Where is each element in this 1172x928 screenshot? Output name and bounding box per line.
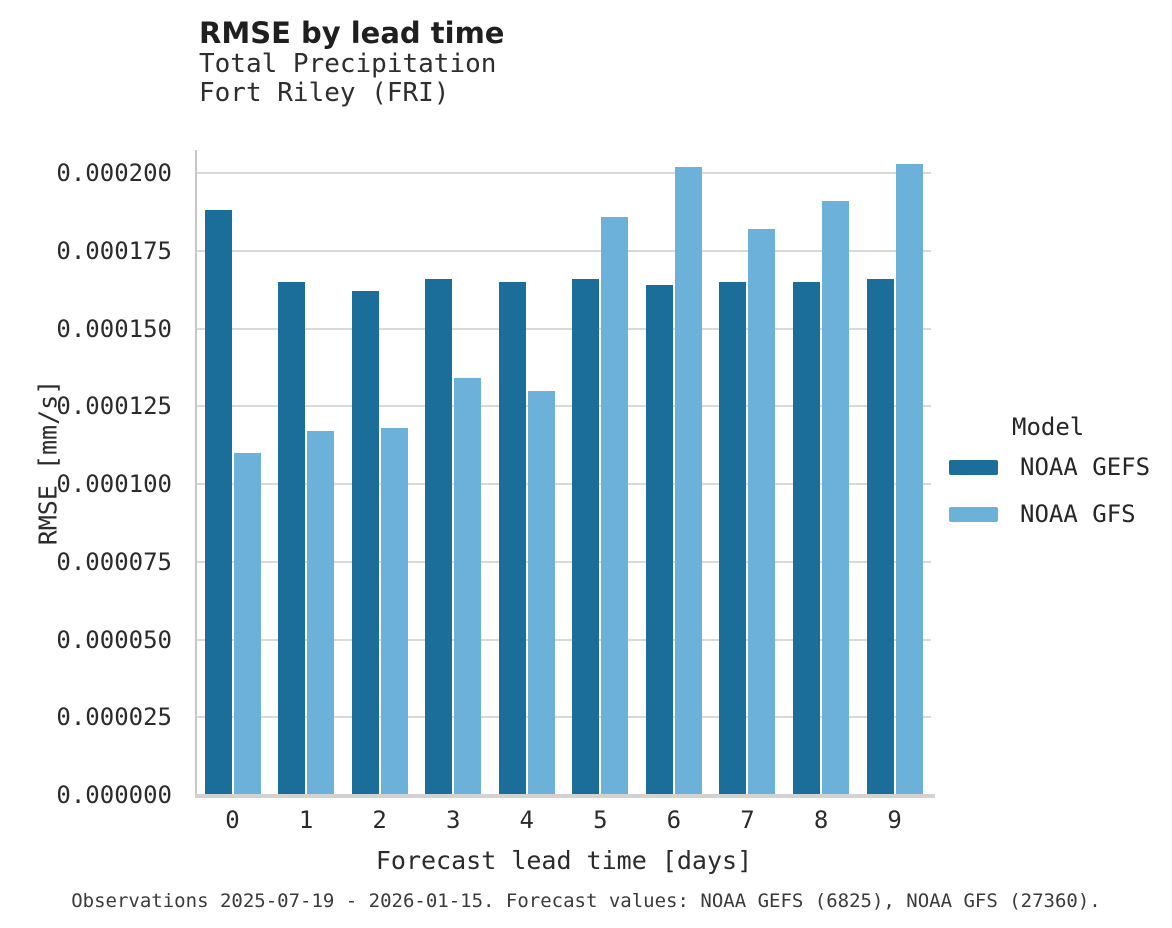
x-tick-label-6: 6 xyxy=(666,806,682,834)
x-tick-label-2: 2 xyxy=(372,806,387,834)
gridline-0.000025 xyxy=(197,716,931,719)
chart-subtitle: Total Precipitation Fort Riley (FRI) xyxy=(199,50,496,108)
bar-noaa-gefs-day-4 xyxy=(498,281,526,795)
x-tick-label-5: 5 xyxy=(593,806,608,834)
gridline-0.000125 xyxy=(197,405,931,408)
legend-item-noaa-gfs: NOAA GFS xyxy=(949,500,1150,528)
bar-noaa-gfs-day-6 xyxy=(674,166,702,795)
bar-noaa-gfs-day-5 xyxy=(601,216,629,795)
chart-subtitle-line1: Total Precipitation xyxy=(199,49,497,79)
bar-noaa-gefs-day-6 xyxy=(645,284,673,795)
x-tick-label-3: 3 xyxy=(445,806,461,834)
gridline-0.000150 xyxy=(197,327,931,330)
bar-noaa-gefs-day-3 xyxy=(425,278,453,795)
legend-item-noaa-gefs: NOAA GEFS xyxy=(949,453,1150,481)
bar-noaa-gefs-day-8 xyxy=(793,281,821,795)
y-tick-label-0.000075: 0.000075 xyxy=(56,547,172,576)
legend-swatch-noaa-gfs xyxy=(949,506,998,522)
gridline-0.000075 xyxy=(197,560,931,563)
legend: Model NOAA GEFS NOAA GFS xyxy=(949,413,1150,547)
footer-note: Observations 2025-07-19 - 2026-01-15. Fo… xyxy=(71,890,1101,912)
x-tick-label-0: 0 xyxy=(225,806,240,834)
x-tick-label-8: 8 xyxy=(813,806,829,834)
y-tick-label-0.000150: 0.000150 xyxy=(56,314,172,343)
bar-noaa-gefs-day-9 xyxy=(866,278,894,795)
bar-noaa-gfs-day-9 xyxy=(895,163,923,795)
bar-noaa-gfs-day-2 xyxy=(380,428,408,795)
legend-swatch-noaa-gefs xyxy=(949,459,998,475)
bar-noaa-gefs-day-1 xyxy=(278,281,306,795)
x-axis-baseline xyxy=(195,794,935,798)
y-axis-spine xyxy=(195,150,197,797)
bar-noaa-gfs-day-4 xyxy=(527,390,555,795)
chart-title: RMSE by lead time xyxy=(199,16,505,50)
gridline-0.000050 xyxy=(197,638,931,641)
gridline-0.000100 xyxy=(197,483,931,485)
y-tick-label-0.000100: 0.000100 xyxy=(56,470,172,498)
plot-area xyxy=(195,150,935,798)
bar-noaa-gfs-day-0 xyxy=(233,452,261,795)
y-tick-label-0.000200: 0.000200 xyxy=(56,159,172,187)
bar-noaa-gefs-day-5 xyxy=(572,278,600,795)
gridline-0.000175 xyxy=(197,249,931,252)
bar-noaa-gefs-day-0 xyxy=(204,210,232,795)
x-tick-label-7: 7 xyxy=(740,806,755,834)
x-tick-label-1: 1 xyxy=(298,806,314,834)
bar-noaa-gfs-day-7 xyxy=(748,229,776,795)
x-axis-label: Forecast lead time [days] xyxy=(375,846,753,875)
legend-label: NOAA GFS xyxy=(1020,500,1136,528)
bar-noaa-gfs-day-8 xyxy=(822,201,850,795)
x-tick-label-4: 4 xyxy=(519,806,534,834)
gridline-0.000200 xyxy=(197,172,931,174)
bar-noaa-gfs-day-1 xyxy=(307,431,335,795)
bar-noaa-gefs-day-2 xyxy=(351,291,379,795)
legend-label: NOAA GEFS xyxy=(1020,453,1151,481)
y-tick-label-0.000050: 0.000050 xyxy=(56,625,172,654)
y-tick-label-0.000000: 0.000000 xyxy=(56,781,172,809)
y-tick-label-0.000175: 0.000175 xyxy=(56,236,172,265)
chart-subtitle-line2: Fort Riley (FRI) xyxy=(199,78,450,108)
bar-noaa-gfs-day-3 xyxy=(454,378,482,795)
bar-noaa-gefs-day-7 xyxy=(719,281,747,795)
legend-title: Model xyxy=(1012,413,1085,441)
x-tick-label-9: 9 xyxy=(887,806,902,834)
y-tick-label-0.000025: 0.000025 xyxy=(56,703,172,732)
y-tick-label-0.000125: 0.000125 xyxy=(56,392,172,421)
